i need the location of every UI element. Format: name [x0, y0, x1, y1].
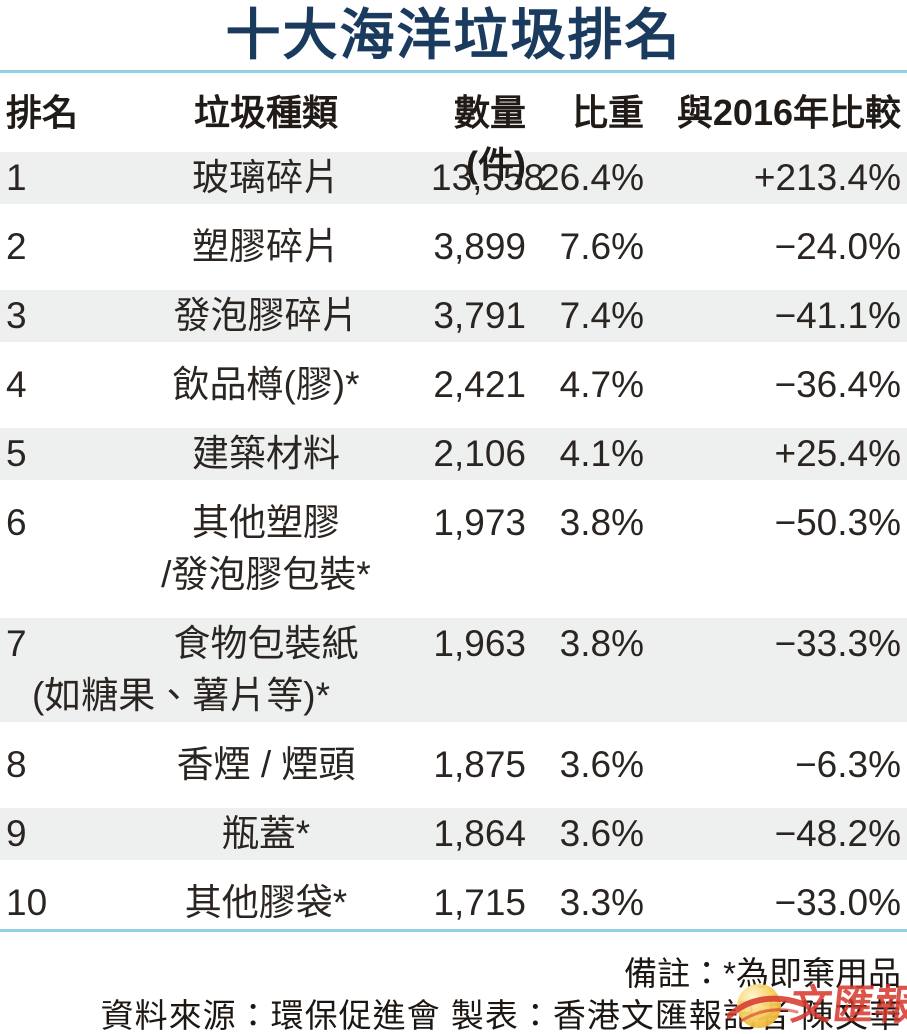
cell-quantity: 3,791: [433, 295, 526, 336]
cell-share: 26.4%: [539, 157, 644, 198]
litter-type-line2: (如糖果、薯片等)*: [31, 675, 331, 716]
litter-type-line1: 其他膠袋*: [184, 882, 348, 923]
cell-litter-type: 玻璃碎片: [101, 152, 431, 204]
litter-type-line1: 發泡膠碎片: [173, 295, 359, 336]
cell-share: 3.8%: [559, 502, 644, 543]
cell-quantity: 1,875: [433, 744, 526, 785]
table-row: 5 建築材料 2,106 4.1% +25.4%: [0, 428, 907, 480]
source-text: 資料來源：環保促進會 製表：香港文匯報記者 陳文華: [100, 997, 903, 1034]
cell-rank: 5: [6, 433, 27, 474]
divider-bottom: [0, 929, 907, 932]
cell-share: 3.6%: [559, 744, 644, 785]
litter-type-line1: 飲品樽(膠)*: [172, 364, 360, 405]
cell-rank: 9: [6, 813, 27, 854]
cell-quantity: 1,963: [433, 623, 526, 664]
litter-type-line1: 食物包裝紙: [173, 623, 359, 664]
cell-rank: 10: [6, 882, 48, 923]
table-row: 8 香煙 / 煙頭 1,875 3.6% −6.3%: [0, 739, 907, 791]
table-row: 10 其他膠袋* 1,715 3.3% −33.0%: [0, 877, 907, 929]
cell-change-vs-2016: −33.3%: [774, 623, 901, 664]
cell-rank: 7: [6, 623, 27, 664]
cell-change-vs-2016: −24.0%: [774, 226, 901, 267]
header-change-vs-2016: 與2016年比較: [676, 92, 901, 133]
header-litter-type: 垃圾種類: [193, 92, 338, 133]
cell-share: 3.3%: [559, 882, 644, 923]
cell-litter-type: 建築材料: [101, 428, 431, 480]
cell-change-vs-2016: −48.2%: [774, 813, 901, 854]
cell-quantity: 1,864: [433, 813, 526, 854]
cell-rank: 6: [6, 502, 27, 543]
header-share: 比重: [571, 92, 644, 133]
cell-rank: 1: [6, 157, 27, 198]
page-title: 十大海洋垃圾排名: [225, 4, 682, 66]
divider-top: [0, 70, 907, 73]
note-text: 備註：*為即棄用品: [624, 955, 901, 992]
header-quantity: 數量(件): [453, 92, 526, 185]
cell-share: 3.8%: [559, 623, 644, 664]
table-row: 7 食物包裝紙 (如糖果、薯片等)* 1,963 3.8% −33.3%: [0, 618, 907, 722]
cell-quantity: 1,973: [433, 502, 526, 543]
litter-type-line2: /發泡膠包裝*: [161, 554, 371, 595]
cell-change-vs-2016: +213.4%: [753, 157, 901, 198]
cell-quantity: 1,715: [433, 882, 526, 923]
cell-rank: 8: [6, 744, 27, 785]
litter-type-line1: 塑膠碎片: [192, 226, 340, 267]
cell-share: 7.4%: [559, 295, 644, 336]
cell-quantity: 2,106: [433, 433, 526, 474]
table-header-row: 排名 垃圾種類 數量(件) 比重 與2016年比較: [0, 87, 907, 185]
cell-change-vs-2016: −6.3%: [795, 744, 901, 785]
litter-type-line1: 瓶蓋*: [221, 813, 311, 854]
cell-litter-type: 食物包裝紙 (如糖果、薯片等)*: [32, 618, 431, 722]
litter-type-line1: 玻璃碎片: [192, 157, 340, 198]
cell-quantity: 2,421: [433, 364, 526, 405]
table-body: 1 玻璃碎片 13,558 26.4% +213.4% 2 塑膠碎片 3,899…: [0, 152, 907, 929]
cell-change-vs-2016: −36.4%: [774, 364, 901, 405]
cell-litter-type: 飲品樽(膠)*: [101, 359, 431, 411]
cell-litter-type: 塑膠碎片: [101, 221, 431, 273]
litter-type-line1: 其他塑膠: [192, 502, 340, 543]
table-row: 9 瓶蓋* 1,864 3.6% −48.2%: [0, 808, 907, 860]
cell-change-vs-2016: −33.0%: [774, 882, 901, 923]
table-row: 6 其他塑膠 /發泡膠包裝* 1,973 3.8% −50.3%: [0, 497, 907, 601]
cell-rank: 2: [6, 226, 27, 267]
cell-change-vs-2016: −50.3%: [774, 502, 901, 543]
cell-share: 3.6%: [559, 813, 644, 854]
cell-litter-type: 其他膠袋*: [101, 877, 431, 929]
table-row: 2 塑膠碎片 3,899 7.6% −24.0%: [0, 221, 907, 273]
litter-type-line1: 建築材料: [192, 433, 340, 474]
cell-litter-type: 瓶蓋*: [101, 808, 431, 860]
cell-share: 4.1%: [559, 433, 644, 474]
cell-change-vs-2016: −41.1%: [774, 295, 901, 336]
cell-litter-type: 其他塑膠 /發泡膠包裝*: [101, 497, 431, 601]
cell-rank: 4: [6, 364, 27, 405]
table-row: 1 玻璃碎片 13,558 26.4% +213.4%: [0, 152, 907, 204]
table-row: 3 發泡膠碎片 3,791 7.4% −41.1%: [0, 290, 907, 342]
cell-quantity: 13,558: [431, 157, 545, 198]
litter-type-line1: 香煙 / 煙頭: [176, 744, 356, 785]
cell-quantity: 3,899: [433, 226, 526, 267]
header-rank: 排名: [6, 92, 79, 133]
cell-litter-type: 香煙 / 煙頭: [101, 739, 431, 791]
cell-rank: 3: [6, 295, 27, 336]
cell-share: 4.7%: [559, 364, 644, 405]
cell-litter-type: 發泡膠碎片: [101, 290, 431, 342]
table-row: 4 飲品樽(膠)* 2,421 4.7% −36.4%: [0, 359, 907, 411]
cell-share: 7.6%: [559, 226, 644, 267]
cell-change-vs-2016: +25.4%: [774, 433, 901, 474]
